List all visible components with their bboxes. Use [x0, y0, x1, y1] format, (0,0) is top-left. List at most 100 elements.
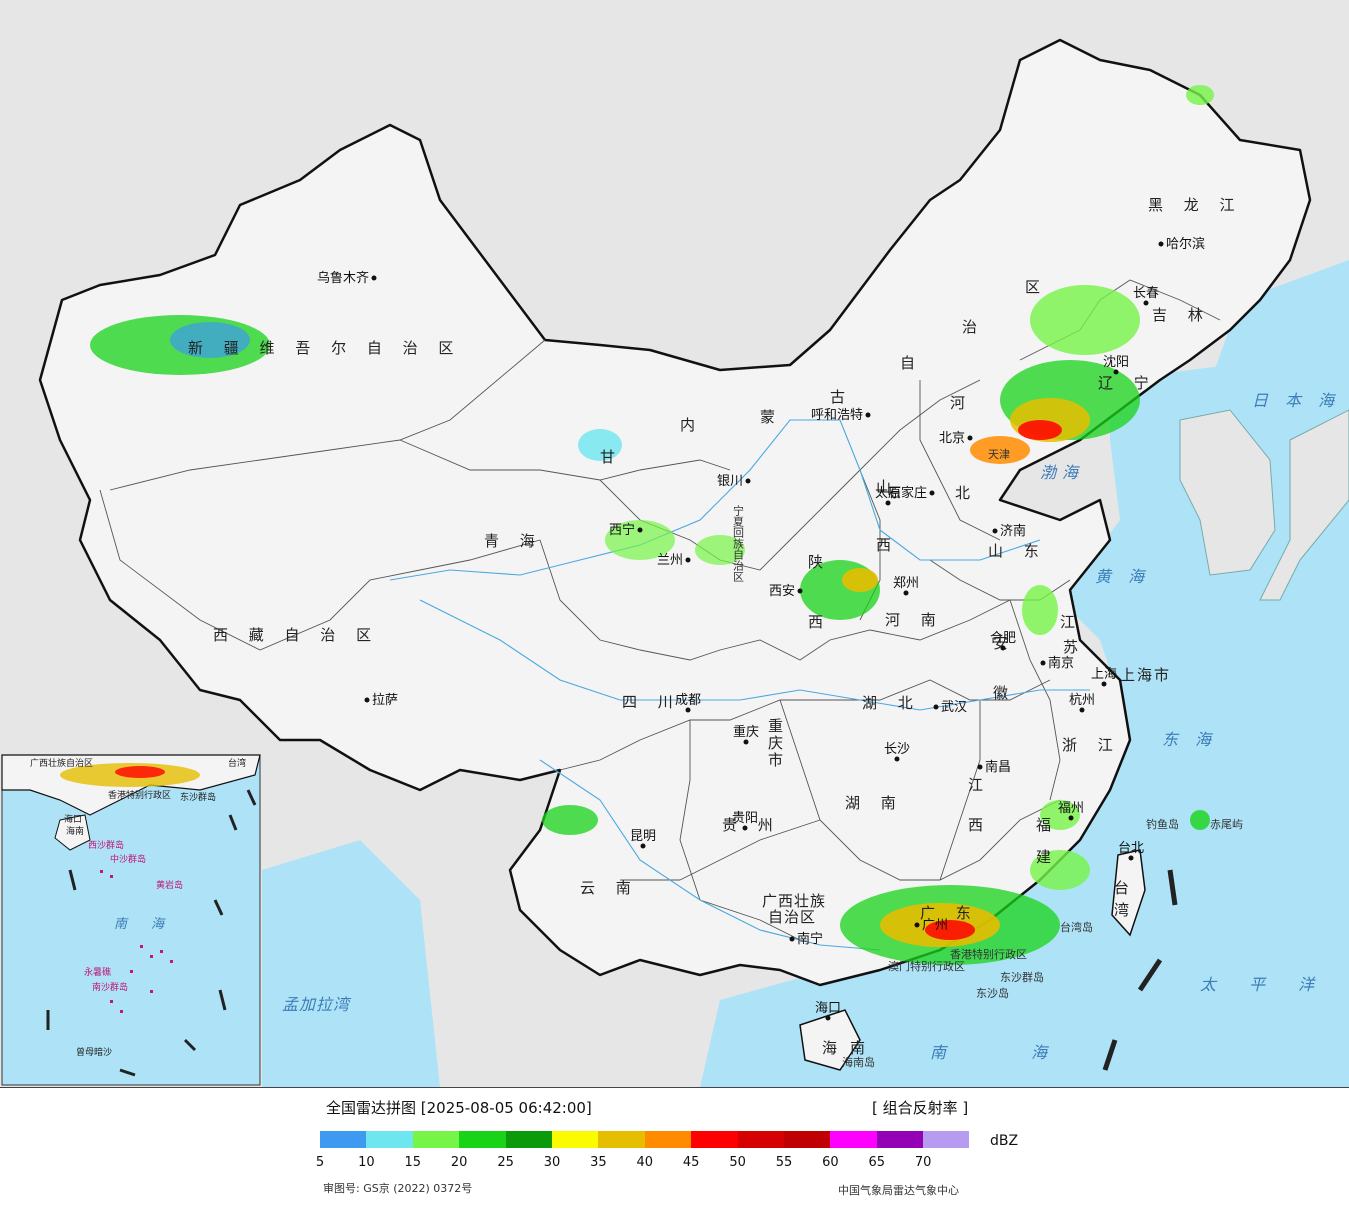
dash-lines — [1102, 869, 1178, 1071]
city-dot-nanchang — [977, 764, 983, 770]
china-mainland — [38, 38, 1312, 987]
sea-east — [700, 350, 1349, 1087]
city-dot-chongqing — [743, 739, 749, 745]
legend-swatch — [551, 1131, 599, 1148]
city-dot-zhengzhou — [903, 590, 909, 596]
island-taiwan: 台湾岛 — [1060, 920, 1093, 934]
province-hubei: 湖 北 — [862, 694, 921, 712]
inset-gx: 广西壮族自治区 — [30, 757, 93, 769]
province-henan: 河 南 — [885, 611, 944, 629]
region-macau: 澳门特别行政区 — [888, 959, 965, 973]
inset-xisha: 西沙群岛 — [88, 839, 124, 851]
city-dot-jinan — [992, 528, 998, 534]
city-label-shenyang: 沈阳 — [1103, 355, 1129, 370]
city-dot-taiyuan — [885, 500, 891, 506]
legend-swatch — [737, 1131, 784, 1148]
legend-tick-label: 65 — [868, 1155, 886, 1170]
city-label-hefei: 合肥 — [990, 631, 1016, 646]
province-hebei-2: 北 — [955, 484, 978, 502]
city-label-chengdu: 成都 — [675, 693, 701, 708]
legend-tick-label: 35 — [590, 1155, 607, 1170]
province-neimenggu-4: 自 — [900, 354, 923, 372]
island-hainan: 海南岛 — [842, 1055, 875, 1069]
island-diaoyu: 钓鱼岛 — [1146, 817, 1179, 831]
sea-label-south: 南 海 — [930, 1043, 1087, 1062]
city-label-shanghai: 上海 — [1091, 667, 1117, 682]
province-taiwan-1: 台 — [1114, 879, 1137, 897]
legend-tick-label: 5 — [315, 1155, 325, 1170]
province-hebei-1: 河 — [950, 394, 973, 412]
city-label-fuzhou: 福州 — [1058, 801, 1084, 816]
province-guangdong: 广 东 — [920, 904, 979, 922]
region-hk: 香港特别行政区 — [950, 947, 1027, 961]
inset-hk: 香港特别行政区 — [108, 789, 171, 801]
province-fujian-2: 建 — [1036, 848, 1059, 866]
province-hainan-1: 海 — [822, 1039, 845, 1057]
province-xinjiang: 新 疆 维 吾 尔 自 治 区 — [188, 339, 461, 357]
island-dongsha-qd: 东沙群岛 — [1000, 970, 1044, 984]
province-heilongjiang: 黑 龙 江 — [1148, 196, 1243, 214]
inset-yongshu: 永暑礁 — [84, 966, 111, 978]
city-dot-xian — [797, 588, 803, 594]
sea-label-bohai: 渤海 — [1040, 463, 1084, 482]
province-shaanxi-1: 陕 — [808, 553, 831, 571]
sea-label-east: 东 海 — [1162, 730, 1217, 749]
city-label-changsha: 长沙 — [884, 742, 910, 757]
legend-swatch — [644, 1131, 692, 1148]
city-dot-yinchuan — [745, 478, 751, 484]
province-qinghai: 青 海 — [484, 532, 543, 550]
city-label-chongqing: 重庆 — [733, 724, 759, 740]
legend-tick-label: 15 — [404, 1155, 422, 1170]
inset-south-sea: 南 海 — [114, 917, 174, 932]
province-shanxi-1: 山 — [876, 478, 899, 496]
inset-zhongsha: 中沙群岛 — [110, 853, 146, 865]
city-label-nanchang: 南昌 — [985, 759, 1011, 775]
legend-swatch — [691, 1131, 738, 1148]
legend-source: 中国气象局雷达气象中心 — [838, 1184, 959, 1197]
city-dot-urumqi — [371, 275, 377, 281]
province-neimenggu-6: 区 — [1025, 278, 1048, 296]
province-jiangxi-1: 江 — [968, 776, 991, 794]
sea-label-bengal: 孟加拉湾 — [282, 995, 352, 1014]
province-hunan: 湖 南 — [845, 794, 904, 812]
legend-tick-label: 70 — [914, 1155, 932, 1170]
province-neimenggu-5: 治 — [962, 318, 985, 336]
sea-label-pacific: 太 平 洋 — [1200, 975, 1328, 994]
city-dot-hefei — [1000, 645, 1006, 651]
province-guangxi-2: 自治区 — [768, 908, 816, 926]
city-label-xining: 西宁 — [609, 522, 635, 538]
inset-taiwan: 台湾 — [228, 757, 246, 769]
city-label-taiyuan: 太原 — [875, 486, 901, 501]
city-dot-taibei — [1128, 855, 1134, 861]
city-label-lhasa: 拉萨 — [372, 693, 398, 708]
city-label-xian: 西安 — [769, 584, 795, 599]
legend-swatch — [412, 1131, 460, 1148]
province-chongqing: 重庆市 — [766, 718, 784, 769]
china-radar-map[interactable]: 新 疆 维 吾 尔 自 治 区 西 藏 自 治 区 青 海 甘 内 蒙 古 自 … — [0, 0, 1349, 1087]
city-dot-beijing — [967, 435, 973, 441]
legend-swatch — [783, 1131, 831, 1148]
province-ningxia: 宁夏回族自治区 — [732, 504, 745, 582]
legend-approval-number: 审图号: GS京 (2022) 0372号 — [323, 1182, 473, 1195]
province-zhejiang: 浙 江 — [1062, 736, 1121, 754]
city-dot-shijiazhuang — [929, 490, 935, 496]
city-label-hangzhou: 杭州 — [1069, 693, 1095, 708]
legend-swatch — [459, 1131, 506, 1148]
legend-swatch — [876, 1131, 924, 1148]
legend-tick-label: 30 — [543, 1155, 561, 1170]
city-dot-guangzhou — [914, 922, 920, 928]
island-dongsha: 东沙岛 — [976, 986, 1009, 1000]
city-label-changchun: 长春 — [1133, 286, 1159, 301]
city-dot-lanzhou — [685, 557, 691, 563]
city-label-zhengzhou: 郑州 — [893, 576, 919, 591]
province-sichuan: 四 川 — [622, 693, 681, 711]
legend-tick-label: 25 — [497, 1155, 514, 1170]
city-label-harbin: 哈尔滨 — [1166, 236, 1205, 252]
province-hainan-2: 南 — [850, 1039, 873, 1057]
province-yunnan: 云 南 — [580, 879, 639, 897]
legend-swatch — [366, 1131, 413, 1148]
south-sea-inset: 海口 海南 西沙群岛 中沙群岛 黄岩岛 南 海 永暑礁 南沙群岛 曾母暗沙 香港… — [1, 754, 261, 1086]
city-dot-nanjing — [1040, 660, 1046, 666]
